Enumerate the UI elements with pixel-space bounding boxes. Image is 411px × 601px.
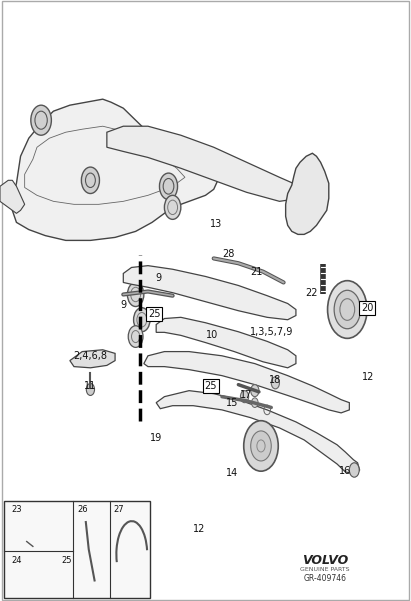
Text: 22: 22 bbox=[305, 288, 318, 297]
Text: 25: 25 bbox=[205, 381, 217, 391]
Circle shape bbox=[244, 421, 278, 471]
Text: 12: 12 bbox=[193, 524, 206, 534]
Text: 28: 28 bbox=[222, 249, 234, 258]
Bar bbox=[4, 501, 150, 598]
Text: 11: 11 bbox=[84, 381, 97, 391]
Circle shape bbox=[81, 167, 99, 194]
Polygon shape bbox=[12, 99, 218, 240]
Text: 27: 27 bbox=[113, 505, 124, 514]
Circle shape bbox=[240, 391, 249, 403]
Text: GENUINE PARTS: GENUINE PARTS bbox=[300, 567, 349, 572]
Circle shape bbox=[252, 398, 258, 407]
Text: 9: 9 bbox=[120, 300, 126, 310]
Circle shape bbox=[128, 326, 143, 347]
Polygon shape bbox=[156, 317, 296, 368]
Circle shape bbox=[294, 185, 310, 209]
Text: GR-409746: GR-409746 bbox=[303, 574, 346, 582]
Polygon shape bbox=[70, 350, 115, 368]
Text: 25: 25 bbox=[148, 310, 160, 319]
Text: 21: 21 bbox=[251, 267, 263, 276]
Circle shape bbox=[251, 385, 259, 397]
Circle shape bbox=[79, 572, 85, 581]
Polygon shape bbox=[0, 180, 25, 213]
Circle shape bbox=[349, 463, 359, 477]
Circle shape bbox=[86, 383, 95, 395]
Circle shape bbox=[164, 195, 181, 219]
Text: 20: 20 bbox=[361, 303, 373, 313]
Circle shape bbox=[251, 431, 271, 461]
Text: 2,4,6,8: 2,4,6,8 bbox=[74, 351, 107, 361]
Text: 16: 16 bbox=[339, 466, 351, 475]
Polygon shape bbox=[144, 352, 349, 413]
Text: 19: 19 bbox=[150, 433, 162, 442]
Text: 9: 9 bbox=[155, 273, 161, 283]
Circle shape bbox=[334, 290, 360, 329]
Polygon shape bbox=[107, 126, 308, 201]
Text: 12: 12 bbox=[362, 373, 374, 382]
Polygon shape bbox=[286, 153, 329, 234]
Text: 17: 17 bbox=[240, 390, 252, 400]
Text: 10: 10 bbox=[206, 330, 218, 340]
Circle shape bbox=[271, 377, 279, 389]
Circle shape bbox=[127, 282, 144, 307]
Text: 14: 14 bbox=[226, 468, 238, 478]
Text: 18: 18 bbox=[269, 375, 282, 385]
Text: 1,3,5,7,9: 1,3,5,7,9 bbox=[249, 327, 293, 337]
Polygon shape bbox=[156, 391, 360, 475]
Polygon shape bbox=[123, 266, 296, 320]
Text: 15: 15 bbox=[226, 398, 238, 407]
Text: 23: 23 bbox=[12, 505, 22, 514]
Text: 24: 24 bbox=[12, 556, 22, 565]
Circle shape bbox=[328, 281, 367, 338]
Circle shape bbox=[31, 105, 51, 135]
Circle shape bbox=[159, 173, 178, 200]
Circle shape bbox=[134, 308, 150, 332]
Text: 13: 13 bbox=[210, 219, 222, 228]
Text: 25: 25 bbox=[62, 556, 72, 565]
Text: 26: 26 bbox=[77, 505, 88, 514]
Text: VOLVO: VOLVO bbox=[302, 554, 348, 567]
